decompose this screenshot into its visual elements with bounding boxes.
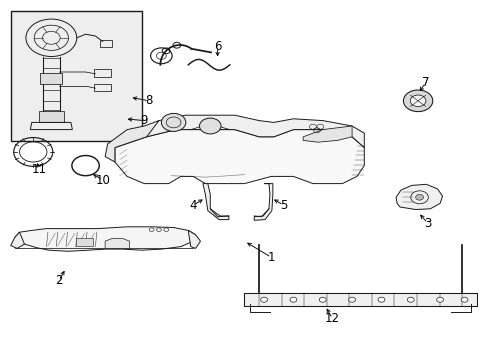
Polygon shape: [105, 238, 129, 248]
Polygon shape: [254, 184, 272, 220]
FancyBboxPatch shape: [40, 73, 62, 84]
Circle shape: [460, 297, 467, 302]
Circle shape: [409, 95, 425, 107]
Circle shape: [260, 297, 267, 302]
Text: 6: 6: [213, 40, 221, 53]
Circle shape: [161, 113, 185, 131]
Circle shape: [436, 297, 443, 302]
Text: 7: 7: [421, 76, 428, 89]
FancyBboxPatch shape: [244, 293, 476, 306]
Polygon shape: [11, 232, 24, 248]
Circle shape: [348, 297, 355, 302]
Circle shape: [403, 90, 432, 112]
Text: 10: 10: [95, 174, 110, 186]
Polygon shape: [146, 115, 364, 148]
Polygon shape: [303, 126, 351, 142]
Circle shape: [319, 297, 325, 302]
Text: 4: 4: [189, 199, 197, 212]
Polygon shape: [188, 230, 200, 248]
Circle shape: [199, 118, 221, 134]
Text: 9: 9: [140, 114, 148, 127]
FancyBboxPatch shape: [11, 11, 142, 141]
Text: 12: 12: [325, 312, 339, 325]
Polygon shape: [115, 130, 364, 184]
Text: 11: 11: [32, 163, 46, 176]
Text: 8: 8: [145, 94, 153, 107]
Circle shape: [407, 297, 413, 302]
FancyBboxPatch shape: [39, 111, 63, 122]
Circle shape: [377, 297, 384, 302]
FancyBboxPatch shape: [76, 238, 93, 246]
Polygon shape: [395, 184, 442, 210]
Circle shape: [415, 194, 423, 200]
Text: 5: 5: [279, 199, 287, 212]
Polygon shape: [15, 227, 195, 251]
Circle shape: [289, 297, 296, 302]
Polygon shape: [105, 121, 159, 162]
Text: 3: 3: [423, 217, 431, 230]
Polygon shape: [203, 184, 228, 220]
Text: 2: 2: [55, 274, 62, 287]
Text: 1: 1: [267, 251, 275, 264]
